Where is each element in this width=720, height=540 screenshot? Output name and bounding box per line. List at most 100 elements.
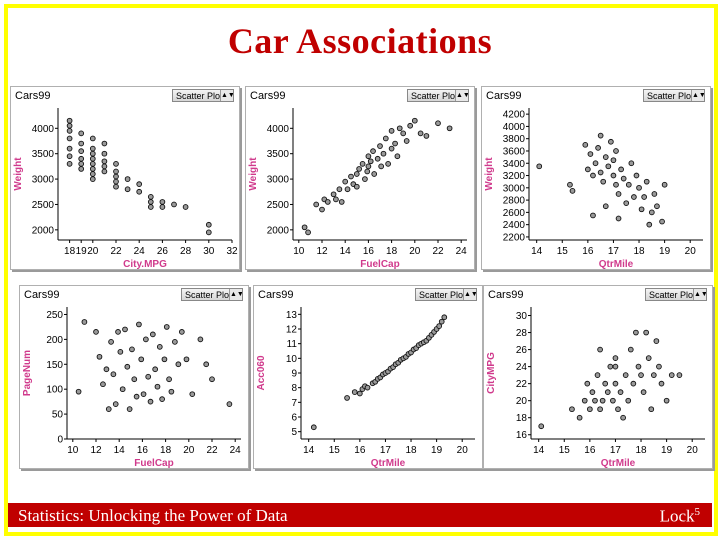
scatter-point — [129, 346, 135, 353]
scatter-point — [589, 389, 596, 396]
scatter-point — [569, 406, 575, 413]
plot-type-dropdown[interactable]: Scatter Plot ▲▼ — [181, 288, 243, 301]
x-tick-label: 18 — [64, 246, 76, 257]
scatter-point — [66, 127, 73, 134]
scatter-chart: 5 6 7 8 9 10 11 12 13 14 15 16 17 18 19 20 QtrMile Acc060 — [256, 307, 475, 469]
x-tick-label: 18 — [405, 445, 417, 456]
scatter-point — [183, 356, 190, 363]
x-tick-label: 19 — [431, 445, 443, 456]
scatter-point — [133, 393, 140, 400]
scatter-chart: 16 18 20 22 24 26 28 30 14 15 16 17 18 19 20 QtrMile Cit… — [486, 307, 705, 469]
scatter-point — [587, 151, 594, 157]
y-tick-label: 22 — [516, 379, 528, 390]
scatter-point — [364, 384, 371, 391]
plot-type-dropdown[interactable]: Scatter Plot ▲▼ — [645, 288, 707, 301]
y-tick-label: 3200 — [503, 171, 526, 182]
plot-type-dropdown[interactable]: Scatter Plot ▲▼ — [643, 89, 705, 102]
scatter-point — [659, 218, 665, 225]
scatter-point — [101, 158, 108, 165]
scatter-point — [388, 145, 395, 152]
slide-frame — [4, 4, 718, 536]
scatter-point — [205, 221, 212, 228]
scatter-point — [175, 361, 182, 368]
footer-author-name: Lock — [659, 506, 695, 526]
scatter-point — [643, 329, 649, 336]
scatter-point — [635, 363, 642, 370]
scatter-point — [623, 200, 630, 207]
scatter-point — [89, 160, 96, 167]
scatter-panel-acc060-vs-qtrmile[interactable]: Cars99 Scatter Plot ▲▼ 5 6 7 8 9 10 11 12 13 14 15 1… — [253, 285, 485, 471]
scatter-point — [638, 206, 645, 213]
scatter-point — [78, 160, 85, 167]
scatter-point — [124, 186, 131, 193]
scatter-point — [630, 380, 637, 387]
scatter-point — [567, 181, 573, 188]
scatter-panel-citympg-vs-qtrmile[interactable]: Cars99 Scatter Plot ▲▼ 16 18 20 22 24 26 28 30 14… — [483, 285, 715, 471]
plot-type-label: Scatter Plot — [411, 91, 458, 101]
y-tick-label: 3000 — [267, 175, 290, 186]
scatter-point — [117, 348, 124, 355]
scatter-point — [371, 171, 378, 177]
scatter-panel-weight-vs-qtrmile[interactable]: Cars99 Scatter Plot ▲▼ 2200 2400 2600 2800 30… — [481, 86, 713, 272]
scatter-point — [324, 199, 331, 205]
page-title: Car Associations — [227, 21, 493, 61]
x-tick-label: 24 — [456, 246, 468, 257]
footer-bar: Statistics: Unlocking the Power of Data … — [8, 503, 712, 527]
scatter-point — [638, 372, 644, 378]
scatter-point — [576, 414, 583, 421]
scatter-point — [446, 125, 453, 132]
scatter-point — [89, 155, 96, 162]
dataset-label: Cars99 — [24, 289, 60, 301]
dataset-label: Cars99 — [15, 90, 51, 102]
scatter-point — [388, 127, 395, 134]
x-axis-label: City.MPG — [123, 259, 167, 270]
x-tick-label: 19 — [661, 445, 673, 456]
dropdown-arrows-icon: ▲▼ — [463, 289, 477, 300]
scatter-point — [436, 323, 443, 329]
scatter-point — [66, 160, 73, 167]
scatter-panel-pagenum-vs-fuelcap[interactable]: Cars99 Scatter Plot ▲▼ 0 50 100 150 200 250 10 1… — [19, 285, 251, 471]
plot-type-dropdown[interactable]: Scatter Plot ▲▼ — [415, 288, 477, 301]
scatter-point — [374, 155, 381, 162]
scatter-point — [648, 406, 655, 413]
scatter-point — [115, 329, 121, 335]
scatter-point — [359, 160, 366, 167]
scatter-point — [654, 203, 660, 210]
scatter-point — [93, 329, 99, 335]
plot-type-dropdown[interactable]: Scatter Plot ▲▼ — [172, 89, 234, 102]
scatter-point — [620, 175, 627, 182]
plot-type-label: Scatter Plot — [649, 290, 696, 300]
y-tick-label: 2500 — [267, 200, 290, 211]
scatter-point — [367, 158, 374, 165]
scatter-point — [145, 373, 152, 380]
x-axis-label: QtrMile — [599, 259, 634, 270]
scatter-panel-weight-vs-fuelcap[interactable]: Cars99 Scatter Plot ▲▼ 2000 2500 3000 3500 40… — [245, 86, 477, 272]
scatter-point — [113, 178, 119, 185]
scatter-point — [344, 395, 350, 401]
scatter-point — [610, 172, 617, 179]
plot-type-dropdown[interactable]: Scatter Plot ▲▼ — [407, 89, 469, 102]
scatter-point — [597, 132, 604, 139]
y-tick-label: 3800 — [503, 134, 526, 145]
x-tick-label: 26 — [157, 246, 169, 257]
scatter-panel-weight-vs-citympg[interactable]: Cars99 Scatter Plot ▲▼ 2000 2500 3000 3500 40… — [10, 86, 242, 272]
x-tick-label: 14 — [303, 445, 315, 456]
scatter-point — [149, 331, 156, 338]
scatter-point — [633, 329, 639, 336]
scatter-point — [643, 178, 650, 185]
scatter-point — [110, 371, 117, 378]
scatter-point — [113, 168, 119, 175]
scatter-point — [197, 336, 204, 343]
dataset-label: Cars99 — [486, 90, 522, 102]
x-tick-label: 20 — [87, 246, 99, 257]
scatter-point — [101, 163, 108, 170]
y-tick-label: 3400 — [503, 159, 526, 170]
scatter-point — [112, 401, 119, 407]
y-tick-label: 8 — [291, 383, 297, 394]
x-tick-label: 17 — [380, 445, 392, 456]
y-tick-label: 50 — [52, 410, 64, 421]
x-tick-label: 16 — [582, 246, 594, 257]
scatter-point — [105, 406, 112, 412]
scatter-point — [417, 130, 424, 137]
y-tick-label: 5 — [291, 427, 297, 438]
